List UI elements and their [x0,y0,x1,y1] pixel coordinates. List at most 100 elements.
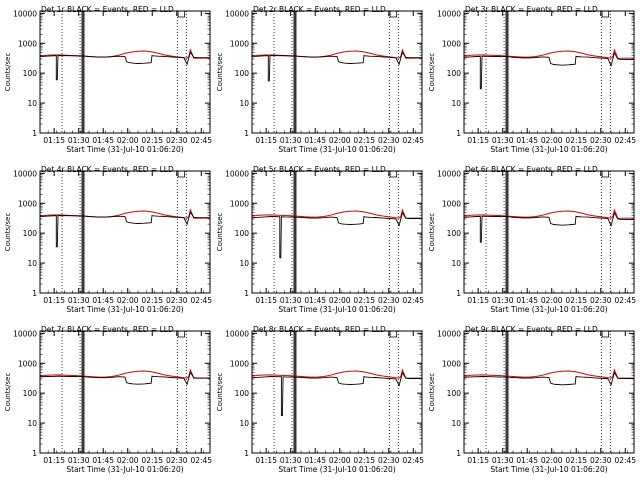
panel-2: 1 10 100 1000 10000 01:15 01:30 01:45 02:00 02:15… [216,5,424,154]
x-tick-label: 02:00 [541,456,563,465]
x-tick-label: 02:45 [190,296,212,305]
x-tick-label: 01:30 [68,136,90,145]
y-tick-label: 100 [447,69,462,78]
series-line-lld [463,208,634,219]
y-tick-label: 1000 [442,39,461,48]
panel-3: 1 10 100 1000 10000 01:15 01:30 01:45 02:00 02:15… [428,5,636,154]
x-tick-label: 02:45 [614,136,636,145]
x-tick-label: 02:45 [402,296,424,305]
plot-frame [39,330,211,454]
panel-6: 1 10 100 1000 10000 01:15 01:30 01:45 02:00 02:15… [428,165,636,314]
panel-1: 1 10 100 1000 10000 01:15 01:30 01:45 02:00 02:15… [4,5,212,154]
series-line-events [463,211,634,243]
x-tick-label: 01:30 [68,456,90,465]
x-axis-label: Start Time (31-Jul-10 01:06:20) [490,465,607,474]
y-tick-label: 10 [239,99,249,108]
y-tick-label: 10000 [13,329,37,338]
y-tick-label: 10 [451,259,461,268]
x-tick-label: 01:30 [280,456,302,465]
x-axis-label: Start Time (31-Jul-10 01:06:20) [278,145,395,154]
x-tick-label: 01:45 [92,296,114,305]
x-tick-label: 01:30 [280,136,302,145]
x-tick-label: 01:15 [467,296,489,305]
panel-title: Det 5r BLACK = Events, RED = LLD [253,165,386,174]
y-tick-label: 10000 [225,169,249,178]
x-tick-label: 02:45 [190,456,212,465]
time-bracket-marker [177,331,186,338]
y-tick-label: 1000 [230,359,249,368]
y-axis-label: Counts/sec [4,213,12,252]
panel-5: 1 10 100 1000 10000 01:15 01:30 01:45 02:00 02:15… [216,165,424,314]
x-tick-label: 02:15 [565,136,587,145]
x-tick-label: 01:45 [304,296,326,305]
time-bracket-marker [177,11,186,18]
x-tick-label: 02:00 [329,456,351,465]
y-axis-label: Counts/sec [4,373,12,412]
x-tick-label: 02:15 [565,456,587,465]
time-bracket-marker [389,11,398,18]
y-tick-label: 10 [239,419,249,428]
y-tick-label: 10 [27,259,37,268]
x-tick-label: 02:00 [541,136,563,145]
series-line-events [39,371,210,386]
plot-frame [251,330,423,454]
x-axis-label: Start Time (31-Jul-10 01:06:20) [66,305,183,314]
series-line-lld [251,208,422,219]
y-tick-label: 1 [456,289,461,298]
y-axis-label: Counts/sec [4,53,12,92]
y-tick-label: 1 [456,129,461,138]
x-tick-label: 02:30 [378,456,400,465]
x-tick-label: 01:45 [516,296,538,305]
y-axis-label: Counts/sec [216,373,224,412]
series-line-events [251,211,422,259]
x-tick-label: 01:15 [43,136,65,145]
y-tick-label: 100 [447,389,462,398]
y-tick-label: 10 [27,419,37,428]
x-tick-label: 01:45 [92,136,114,145]
time-bracket-marker [177,171,186,178]
x-tick-label: 02:30 [378,136,400,145]
y-tick-label: 1000 [18,39,37,48]
panel-title: Det 4r BLACK = Events, RED = LLD [41,165,174,174]
x-axis-label: Start Time (31-Jul-10 01:06:20) [490,145,607,154]
x-tick-label: 02:15 [565,296,587,305]
plot-frame [39,10,211,134]
x-tick-label: 02:15 [353,456,375,465]
time-bracket-marker [389,331,398,338]
panel-9: 1 10 100 1000 10000 01:15 01:30 01:45 02:00 02:15… [428,325,636,474]
y-tick-label: 1 [32,129,37,138]
panel-4: 1 10 100 1000 10000 01:15 01:30 01:45 02:00 02:15… [4,165,212,314]
y-tick-label: 1000 [442,199,461,208]
x-tick-label: 02:30 [166,296,188,305]
x-tick-label: 01:15 [467,456,489,465]
x-tick-label: 02:30 [166,456,188,465]
x-axis-label: Start Time (31-Jul-10 01:06:20) [278,465,395,474]
x-tick-label: 02:45 [402,456,424,465]
plot-frame [251,170,423,294]
series-line-events [251,371,422,416]
panel-title: Det 9r BLACK = Events, RED = LLD [465,325,598,334]
series-line-events [39,51,210,81]
x-tick-label: 02:00 [541,296,563,305]
series-line-lld [463,368,634,379]
y-tick-label: 1 [244,289,249,298]
y-tick-label: 1 [244,129,249,138]
x-tick-label: 01:30 [68,296,90,305]
y-tick-label: 10000 [437,9,461,18]
panel-title: Det 1r BLACK = Events, RED = LLD [41,5,174,14]
x-tick-label: 01:15 [255,296,277,305]
panel-title: Det 7r BLACK = Events, RED = LLD [41,325,174,334]
x-tick-label: 02:30 [378,296,400,305]
y-tick-label: 10000 [13,9,37,18]
plot-frame [463,170,635,294]
time-bracket-marker [601,331,610,338]
x-tick-label: 02:15 [141,296,163,305]
x-tick-label: 02:45 [614,456,636,465]
x-tick-label: 01:45 [516,136,538,145]
series-line-events [463,51,634,90]
y-axis-label: Counts/sec [428,53,436,92]
x-tick-label: 01:15 [43,296,65,305]
x-tick-label: 01:30 [492,296,514,305]
x-tick-label: 02:45 [614,296,636,305]
